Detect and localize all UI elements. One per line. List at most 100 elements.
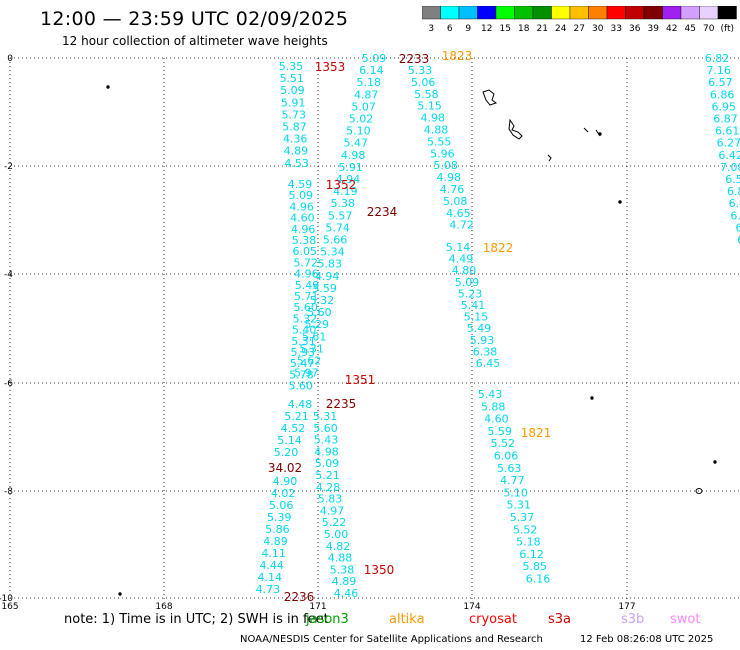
wave-height-value: 6.57 [708,76,733,89]
colorbar-label: 36 [629,24,641,34]
wave-height-value: 5.60 [307,306,332,319]
wave-height-value: 4.53 [284,157,309,170]
wave-height-value: 5.60 [288,380,313,393]
wave-height-value: 5.08 [443,195,468,208]
wave-height-value: 7.08 [720,161,740,174]
pass-time-label: 1350 [364,563,395,577]
wave-height-value: 5.02 [349,113,374,126]
colorbar-label: 39 [648,24,660,34]
wave-height-value: 4.98 [314,445,339,458]
wave-height-value: 5.93 [291,346,316,359]
pass-time-label: 2236 [284,590,315,604]
colorbar-label: 21 [537,24,548,34]
wave-height-value: 6.61 [715,125,740,138]
wave-height-value: 4.60 [290,212,315,225]
wave-height-value: 5.31 [291,335,316,348]
colorbar-label: 24 [555,24,567,34]
wave-height-value: 5.14 [446,241,471,254]
wave-height-value: 5.18 [357,76,382,89]
wave-height-value: 5.49 [295,279,320,292]
wave-height-value: 5.97 [294,367,319,380]
satellite-legend-item: jason3 [306,612,349,627]
wave-height-value: 5.86 [265,523,290,536]
wave-height-value: 5.47 [290,357,315,370]
wave-height-value: 4.49 [449,253,474,266]
wave-height-value: 6.05 [293,245,318,258]
wave-height-value: 5.49 [467,322,492,335]
wave-height-value: 4.89 [284,145,309,158]
wave-height-value: 7.16 [706,64,731,77]
track-2: 4.595.094.964.604.965.386.055.724.965.49… [288,178,320,393]
wave-height-value: 4.88 [424,124,449,137]
wave-height-value: 5.63 [497,462,522,475]
wave-height-value: 4.11 [261,547,286,560]
colorbar-label: 42 [666,24,677,34]
wave-height-value: 5.15 [417,100,442,113]
wave-height-value: 5.72 [293,256,318,269]
wave-height-value: 4.48 [288,398,313,411]
wave-height-colorbar: 3 6 9 12 15 18 21 24 27 30 33 36 39 42 45 70 (ft) [422,6,737,34]
wave-height-value: 6.42 [718,149,740,162]
wave-height-value: 4.36 [283,133,308,146]
lon-label: 168 [155,602,172,612]
track-5: 5.096.145.184.875.075.025.105.474.985.91… [294,52,386,380]
colorbar-label: 18 [518,24,530,34]
footer-timestamp: 12 Feb 08:26:08 UTC 2025 [580,634,714,645]
wave-height-value: 5.10 [346,125,371,138]
wave-height-value: 5.08 [433,159,458,172]
wave-height-value: 5.21 [284,410,309,423]
wave-height-value: 6. [737,234,740,247]
wave-height-value: 5.47 [344,137,369,150]
wave-height-value: 5.78 [289,368,314,381]
wave-height-value: 5.06 [411,76,436,89]
pass-time-label: 1352 [326,178,357,192]
wave-height-value: 5.55 [427,135,452,148]
track-3: 4.485.214.525.145.20 [274,398,313,459]
wave-height-value: 5.43 [478,388,503,401]
pass-time-label: 1823 [442,49,473,63]
wave-height-value: 4.96 [291,223,316,236]
colorbar-label: 9 [465,24,471,34]
wave-height-value: 5.10 [503,486,528,499]
footer-note: note: 1) Time is in UTC; 2) SWH is in fe… [64,612,329,627]
wave-height-value: 5.29 [305,318,330,331]
colorbar-label: 70 [703,24,715,34]
wave-height-value: 5.91 [281,96,306,109]
wave-height-value: 6.27 [717,137,740,150]
wave-height-value: 5.34 [320,246,345,259]
pass-time-label: 1351 [345,373,376,387]
wave-height-value: 6.12 [519,548,544,561]
wave-height-value: 5.60 [313,422,338,435]
wave-height-value: 5.71 [294,290,319,303]
wave-height-value: 5.91 [338,161,363,174]
wave-height-value: 4.19 [333,185,358,198]
wave-height-value: 5.59 [487,425,512,438]
colorbar-swatch [717,6,737,20]
wave-height-value: 5.93 [470,334,495,347]
wave-height-value: 5.09 [362,52,387,65]
wave-height-value: 5.74 [325,221,350,234]
wave-height-value: 5.20 [274,446,299,459]
wave-height-value: 5.83 [318,493,343,506]
wave-height-value: 4.94 [336,173,361,186]
wave-height-value: 5.38 [330,563,355,576]
wave-height-value: 5.09 [280,84,305,97]
colorbar-label: 30 [592,24,604,34]
wave-height-value: 5.31 [313,410,338,423]
wave-height-value: 5.09 [455,276,480,289]
wave-height-value: 4.89 [263,535,288,548]
wave-height-value: 5.22 [322,516,347,529]
wave-height-value: 4.46 [334,587,359,600]
wave-height-value: 4.98 [437,171,462,184]
wave-height-value: 6.82 [705,52,730,65]
wave-height-value: 5.87 [282,121,307,134]
wave-height-value: 6.16 [526,573,551,586]
colorbar-label: (ft) [720,24,734,34]
pass-time-label: 2233 [399,52,430,66]
wave-height-value: 4.97 [320,504,345,517]
wave-height-value: 5.96 [430,147,455,160]
lon-label: 171 [309,602,326,612]
lat-label: -6 [4,379,13,389]
lon-label: 165 [1,602,18,612]
